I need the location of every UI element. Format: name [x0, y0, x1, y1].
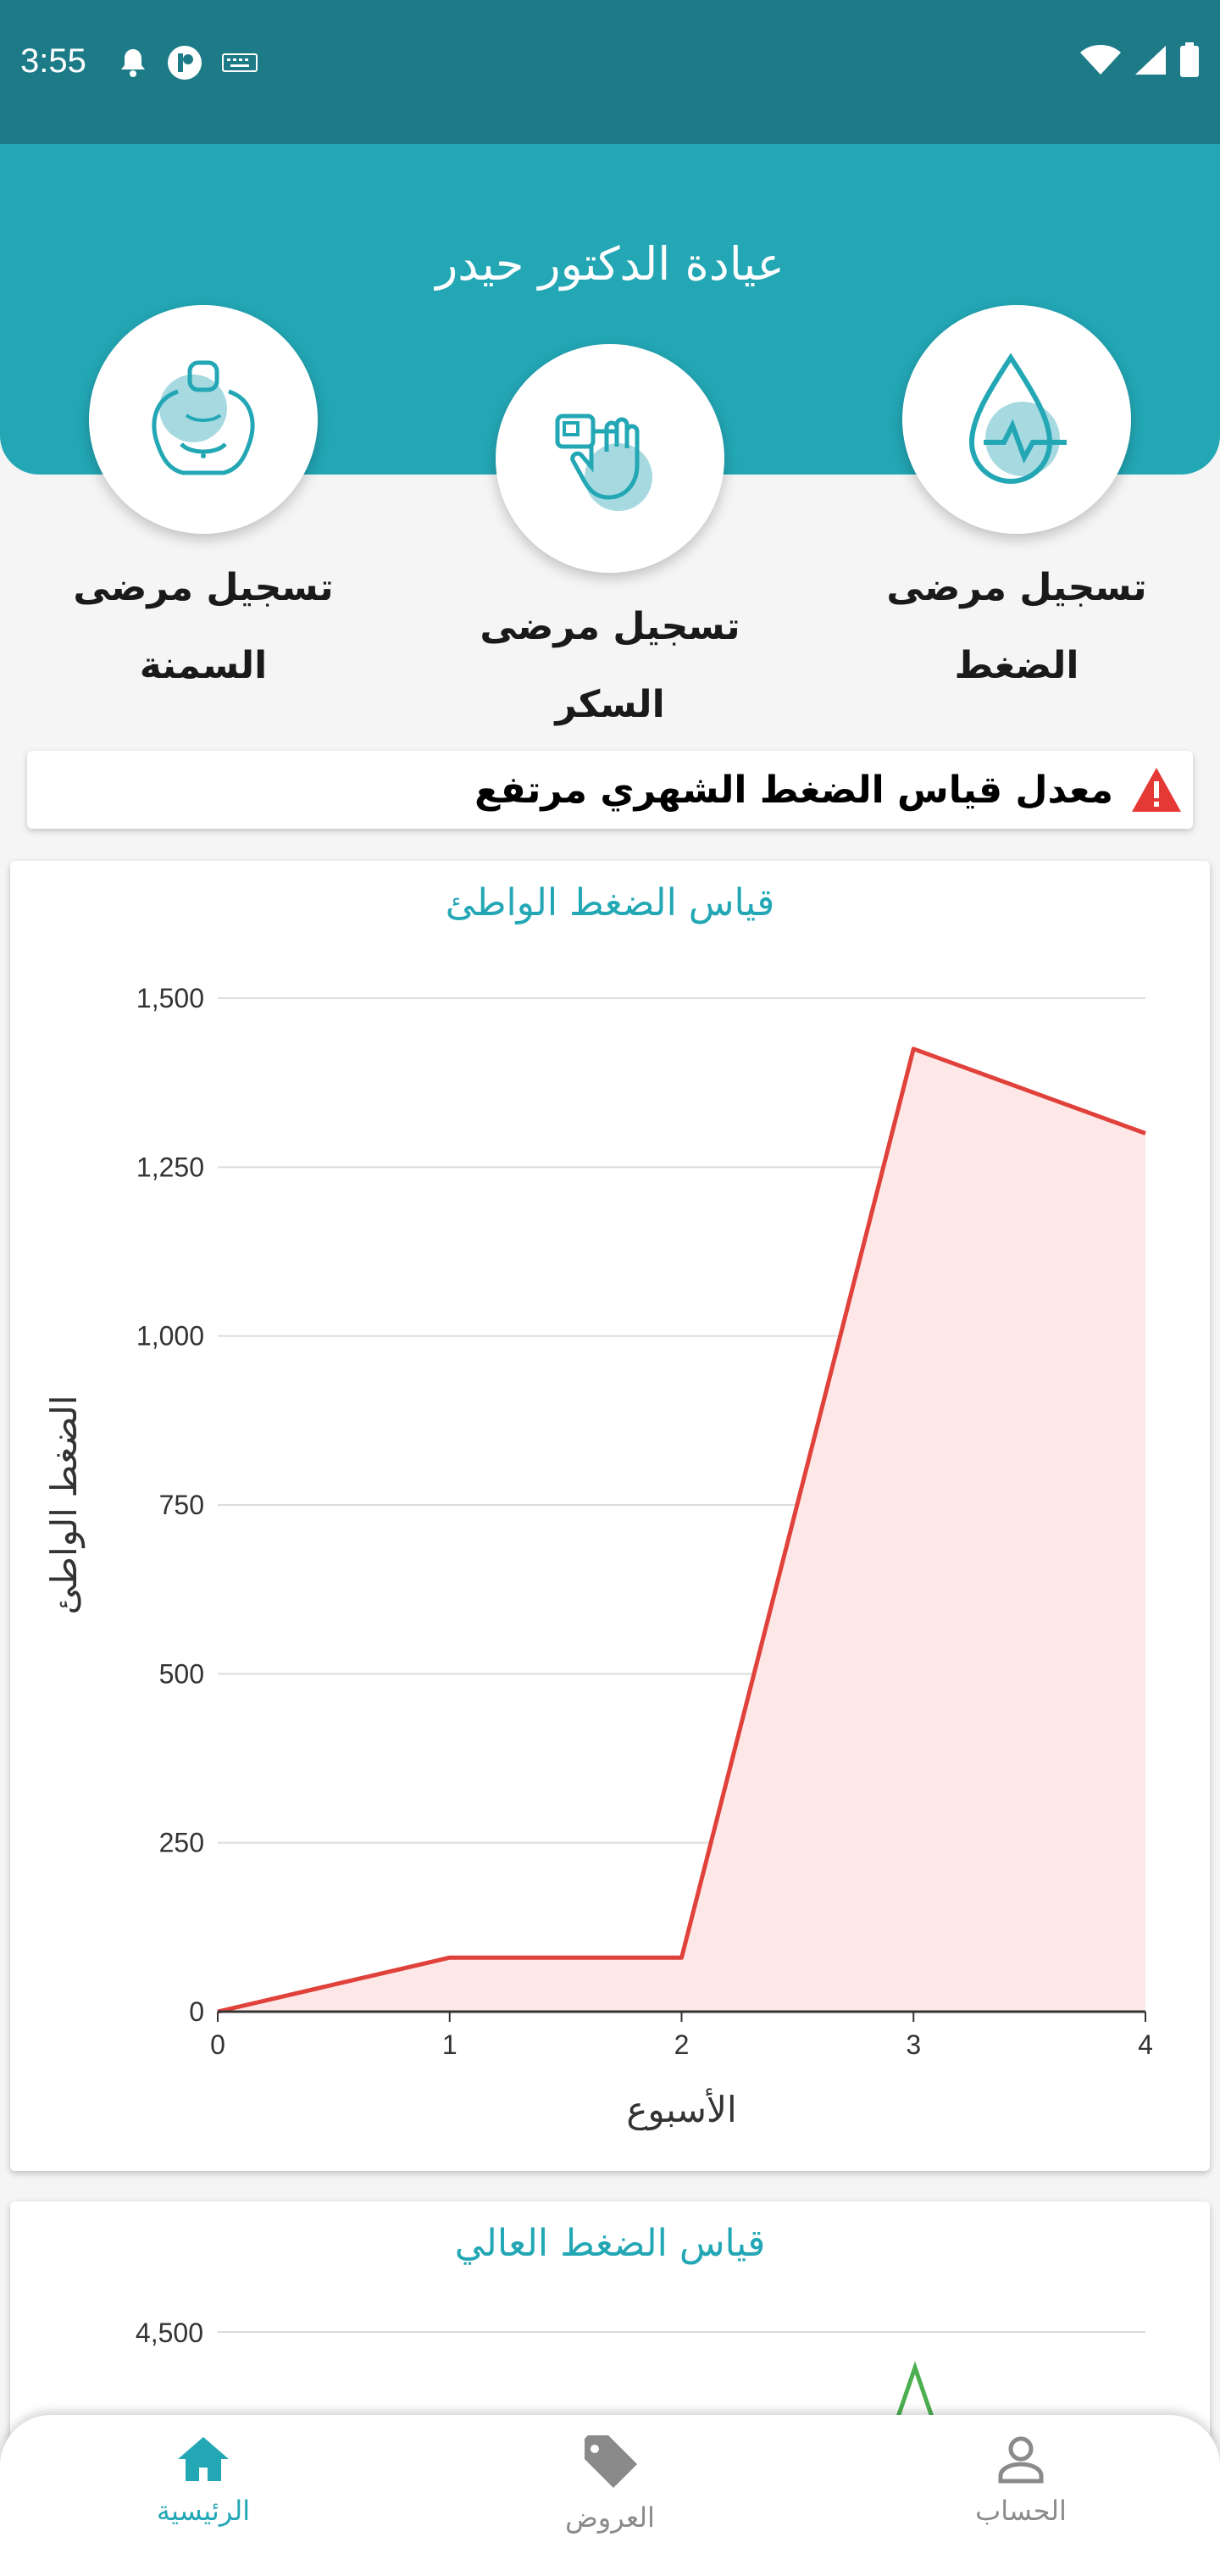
person-icon: [998, 2436, 1044, 2484]
xtick-label: 0: [210, 2029, 225, 2060]
status-bar: 3:55: [0, 0, 1220, 144]
ytick-label: 250: [159, 1828, 204, 1858]
obesity-label-line1: تسجيل مرضى: [73, 566, 334, 609]
register-diabetes-patients-button[interactable]: تسجيل مرضى السكر: [432, 344, 788, 744]
ytick-label: 1,000: [136, 1321, 204, 1352]
x-axis-label: الأسبوع: [626, 2087, 736, 2131]
obese-body-icon: [152, 360, 255, 475]
ytick-label: 500: [159, 1658, 204, 1689]
nav-account-label: الحساب: [975, 2495, 1067, 2527]
nav-home[interactable]: الرئيسية: [76, 2434, 330, 2527]
nav-offers-label: العروض: [565, 2501, 655, 2534]
sugar-circle[interactable]: [496, 344, 724, 573]
signal-icon: [1135, 46, 1166, 75]
home-icon: [178, 2437, 229, 2481]
xtick-label: 4: [1138, 2029, 1153, 2060]
clinic-title: عيادة الدكتور حيدر: [435, 237, 785, 291]
obesity-label: تسجيل مرضى السمنة: [25, 549, 381, 705]
ytick-label: 1,500: [136, 983, 204, 1013]
blood-drop-pulse-icon: [968, 353, 1067, 484]
sugar-label: تسجيل مرضى السكر: [432, 588, 788, 744]
bottom-navigation: الرئيسية العروض الحساب: [0, 2415, 1220, 2576]
warning-triangle-icon: [1132, 768, 1181, 812]
status-icons-right: [1079, 42, 1200, 78]
alert-text: معدل قياس الضغط الشهري مرتفع: [474, 768, 1113, 812]
nav-home-label: الرئيسية: [156, 2495, 251, 2527]
low-pressure-chart-card: قياس الضغط الواطئ 0 250 500 750 1,000 1,250 1,…: [10, 861, 1210, 2171]
ytick-label-4500: 4,500: [136, 2318, 203, 2348]
pressure-alert-banner: معدل قياس الضغط الشهري مرتفع: [27, 751, 1193, 829]
pressure-label: تسجيل مرضى الضغط: [839, 549, 1195, 705]
xtick-label: 1: [442, 2029, 458, 2060]
y-axis-label: الضغط الواطئ: [44, 1396, 86, 1615]
keyboard-icon: [222, 53, 258, 72]
low-pressure-line: [217, 1046, 1146, 2014]
low-pressure-area: [218, 1048, 1145, 2012]
ytick-label: 0: [189, 1996, 204, 2027]
ytick-label: 1,250: [136, 1152, 204, 1182]
high-pressure-chart-title: قياس الضغط العالي: [454, 2222, 766, 2265]
obesity-label-line2: السمنة: [139, 644, 268, 687]
xtick-label: 2: [674, 2029, 690, 2060]
xtick-label: 3: [906, 2029, 921, 2060]
register-pressure-patients-button[interactable]: تسجيل مرضى الضغط: [839, 305, 1195, 705]
obesity-circle[interactable]: [89, 305, 318, 534]
high-pressure-chart: 4,500: [136, 2318, 1145, 2423]
pressure-label-line2: الضغط: [954, 644, 1079, 687]
sugar-label-line1: تسجيل مرضى السكر: [480, 605, 740, 726]
status-time: 3:55: [20, 42, 86, 80]
battery-icon: [1180, 42, 1199, 77]
wifi-icon: [1080, 45, 1121, 75]
nav-offers[interactable]: العروض: [483, 2434, 737, 2534]
high-pressure-line: [894, 2361, 936, 2423]
low-pressure-chart-title: قياس الضغط الواطئ: [445, 881, 775, 924]
pressure-circle[interactable]: [902, 305, 1131, 534]
app-icon: [168, 46, 202, 80]
status-icons-left: [119, 44, 258, 81]
tag-icon: [585, 2435, 637, 2488]
ytick-label: 750: [159, 1490, 204, 1520]
nav-account[interactable]: الحساب: [894, 2434, 1148, 2527]
bell-icon: [121, 49, 145, 77]
glucometer-hand-icon: [555, 414, 652, 511]
pressure-label-line1: تسجيل مرضى: [886, 566, 1147, 609]
register-obesity-patients-button[interactable]: تسجيل مرضى السمنة: [25, 305, 381, 705]
